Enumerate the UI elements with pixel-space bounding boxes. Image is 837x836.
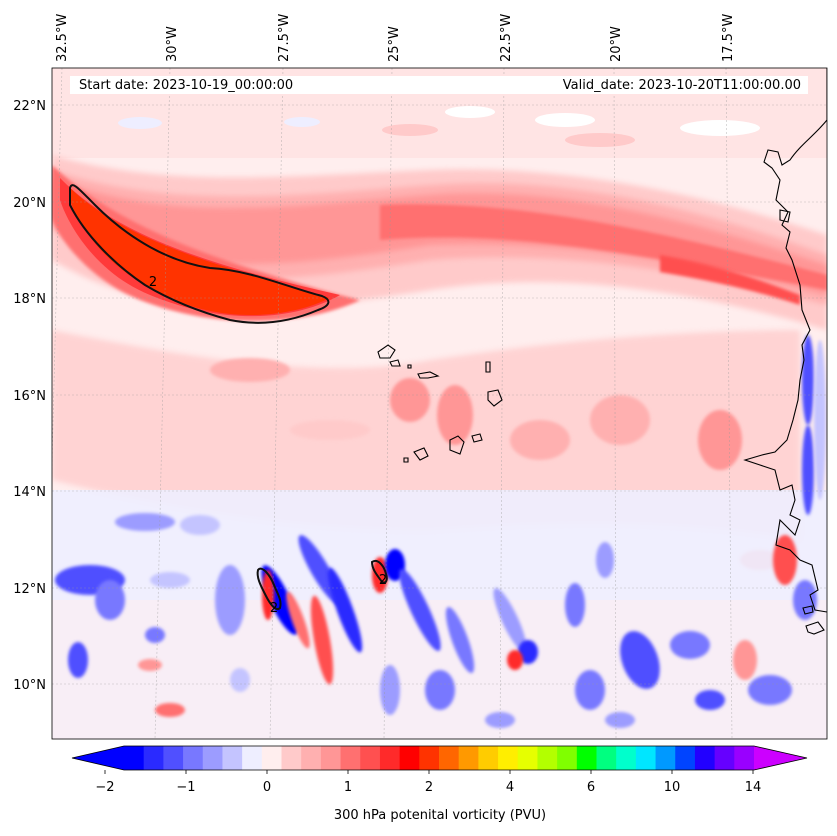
lon-label: 22.5°W bbox=[499, 14, 514, 62]
colorbar-box bbox=[537, 746, 558, 770]
colorbar-box bbox=[734, 746, 755, 770]
lon-label: 32.5°W bbox=[55, 14, 70, 62]
colorbar-box bbox=[143, 746, 164, 770]
colorbar-box bbox=[360, 746, 381, 770]
pv-field bbox=[52, 68, 827, 739]
colorbar-box bbox=[261, 746, 282, 770]
lat-label: 20°N bbox=[13, 196, 46, 211]
colorbar-tick-label: 2 bbox=[425, 780, 433, 795]
contour-label: 2 bbox=[270, 601, 278, 616]
lat-label: 16°N bbox=[13, 389, 46, 404]
colorbar-box bbox=[596, 746, 617, 770]
lon-label: 17.5°W bbox=[721, 14, 736, 62]
start-date-label: Start date: 2023-10-19_00:00:00 bbox=[79, 78, 294, 93]
colorbar-title: 300 hPa potenital vorticity (PVU) bbox=[333, 808, 547, 823]
colorbar-ticks bbox=[104, 770, 754, 774]
colorbar-box bbox=[655, 746, 676, 770]
colorbar-box bbox=[576, 746, 597, 770]
colorbar-box bbox=[675, 746, 696, 770]
colorbar-box bbox=[714, 746, 735, 770]
colorbar-box bbox=[202, 746, 223, 770]
colorbar-box bbox=[379, 746, 401, 770]
colorbar-box bbox=[694, 746, 716, 770]
colorbar-box bbox=[399, 746, 420, 770]
colorbar-box bbox=[478, 746, 499, 770]
lon-label: 27.5°W bbox=[277, 14, 292, 62]
lat-label: 10°N bbox=[13, 678, 46, 693]
contour-label: 2 bbox=[379, 573, 387, 588]
colorbar-tick-label: 10 bbox=[664, 780, 681, 795]
colorbar-box bbox=[124, 746, 145, 770]
colorbar-tick-label: 0 bbox=[263, 780, 271, 795]
colorbar-box bbox=[183, 746, 204, 770]
lat-label: 18°N bbox=[13, 292, 46, 307]
lon-label: 30°W bbox=[165, 26, 180, 62]
coastlines bbox=[377, 68, 827, 635]
contour-label: 2 bbox=[149, 275, 157, 290]
colorbar-box bbox=[517, 746, 538, 770]
colorbar-over-triangle bbox=[754, 746, 807, 770]
lat-label: 22°N bbox=[13, 99, 46, 114]
colorbar-box bbox=[222, 746, 243, 770]
colorbar-tick-label: −1 bbox=[176, 780, 195, 795]
lat-label: 14°N bbox=[13, 485, 46, 500]
colorbar-box bbox=[498, 746, 519, 770]
lon-label: 20°W bbox=[609, 26, 624, 62]
colorbar-box bbox=[163, 746, 184, 770]
colorbar-box bbox=[419, 746, 440, 770]
colorbar-box bbox=[439, 746, 460, 770]
pv-2-contour bbox=[69, 184, 388, 610]
colorbar: −2 −1 0 1 2 4 6 10 14 bbox=[71, 745, 808, 795]
colorbar-boxes bbox=[124, 746, 755, 770]
colorbar-tick-label: −2 bbox=[95, 780, 114, 795]
latitude-labels: 22°N 20°N 18°N 16°N 14°N 12°N 10°N bbox=[13, 99, 46, 693]
colorbar-under-triangle bbox=[72, 746, 124, 770]
colorbar-box bbox=[301, 746, 322, 770]
lon-label: 25°W bbox=[387, 26, 402, 62]
map-frame bbox=[51, 67, 828, 740]
longitude-labels: 32.5°W 30°W 27.5°W 25°W 22.5°W 20°W 17.5… bbox=[55, 14, 736, 62]
colorbar-box bbox=[281, 746, 302, 770]
colorbar-tick-label: 1 bbox=[344, 780, 352, 795]
lat-label: 12°N bbox=[13, 582, 46, 597]
colorbar-box bbox=[320, 746, 342, 770]
colorbar-box bbox=[616, 746, 637, 770]
colorbar-box bbox=[242, 746, 263, 770]
colorbar-tick-label: 4 bbox=[506, 780, 514, 795]
colorbar-box bbox=[635, 746, 657, 770]
valid-date-label: Valid_date: 2023-10-20T11:00:00.00 bbox=[562, 78, 801, 93]
colorbar-box bbox=[340, 746, 361, 770]
colorbar-tick-label: 14 bbox=[745, 780, 762, 795]
colorbar-tick-label: 6 bbox=[587, 780, 595, 795]
colorbar-box bbox=[557, 746, 578, 770]
colorbar-box bbox=[458, 746, 479, 770]
